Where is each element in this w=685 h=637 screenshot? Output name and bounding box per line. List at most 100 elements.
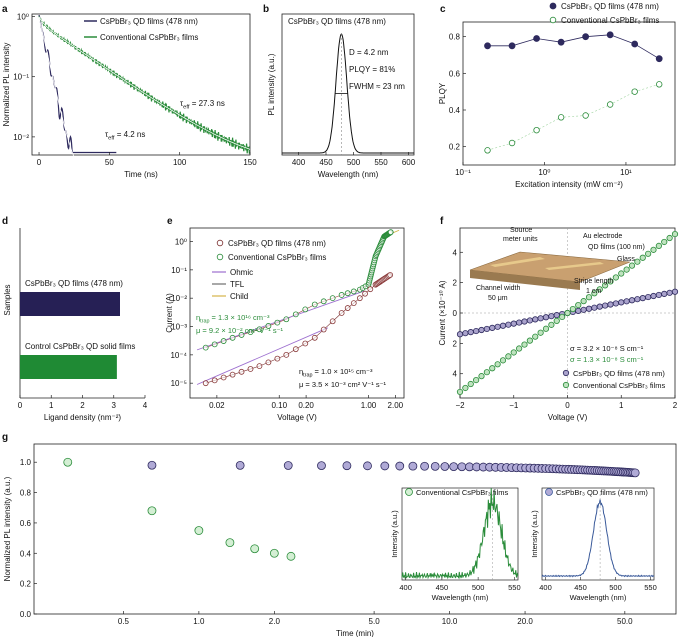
data-point bbox=[596, 286, 603, 293]
legend-label: Child bbox=[230, 292, 248, 301]
y-tick-label: 0.0 bbox=[20, 610, 32, 619]
data-point bbox=[478, 326, 485, 334]
x-tick-label: 3 bbox=[112, 401, 117, 410]
data-point bbox=[655, 242, 662, 250]
y-tick-label: 4 bbox=[453, 248, 458, 257]
data-point bbox=[521, 341, 528, 348]
data-point bbox=[526, 317, 533, 324]
data-point-qd bbox=[630, 468, 640, 478]
data-point bbox=[329, 318, 336, 325]
y-tick-label: 0.6 bbox=[20, 519, 32, 528]
inset-label: Channel width bbox=[476, 285, 520, 292]
bar-category-label: Control CsPbBr₃ QD solid films bbox=[25, 342, 135, 351]
data-point bbox=[521, 318, 528, 325]
inset-x-tick-label: 400 bbox=[399, 583, 412, 592]
data-point bbox=[338, 292, 345, 298]
inset-label: Au electrode bbox=[583, 233, 622, 240]
x-tick-label: 10⁰ bbox=[538, 168, 550, 177]
data-point bbox=[467, 380, 474, 388]
inset-legend-swatch bbox=[405, 488, 413, 496]
annotation-value: = 4.2 ns bbox=[114, 130, 145, 139]
data-point-qd bbox=[557, 38, 565, 46]
x-tick-label: 10¹ bbox=[620, 168, 632, 177]
data-point bbox=[618, 270, 625, 277]
data-point-qd bbox=[631, 40, 639, 48]
data-point bbox=[580, 306, 587, 313]
annotation-subscript: eff bbox=[108, 136, 115, 142]
x-axis-label: Wavelength (nm) bbox=[318, 170, 379, 179]
y-tick-label: 0.2 bbox=[449, 143, 461, 152]
annotation-mobility-conventional: μ = 9.2 × 10⁻² cm² V⁻¹ s⁻¹ bbox=[196, 326, 284, 335]
data-point-conventional bbox=[250, 544, 260, 554]
data-point bbox=[483, 369, 490, 376]
y-tick-label: 0.2 bbox=[20, 580, 32, 589]
legend-label: Conventional CsPbBr₃ films bbox=[228, 253, 326, 262]
y-tick-label: 10⁻⁵ bbox=[171, 379, 187, 388]
legend-swatch-qd bbox=[562, 369, 570, 377]
annotation-subscript: eff bbox=[183, 105, 190, 111]
inset-frame bbox=[541, 487, 655, 581]
annotation-sigma-conventional: σ = 1.3 × 10⁻⁸ S cm⁻¹ bbox=[570, 355, 644, 364]
data-point bbox=[338, 310, 345, 316]
annotation-symbol: τ bbox=[180, 99, 184, 108]
data-point bbox=[516, 319, 523, 326]
data-point bbox=[591, 304, 598, 311]
data-point bbox=[311, 301, 318, 308]
data-point bbox=[505, 353, 512, 360]
data-point bbox=[283, 351, 290, 358]
legend-swatch-qd bbox=[549, 2, 557, 10]
data-point bbox=[456, 388, 464, 396]
inset-label: Glass bbox=[617, 256, 635, 263]
data-point-qd bbox=[655, 55, 663, 63]
data-point bbox=[247, 366, 254, 372]
data-point bbox=[344, 290, 351, 297]
data-point-qd bbox=[363, 461, 372, 471]
data-point bbox=[320, 326, 327, 333]
data-point-qd bbox=[508, 42, 516, 50]
data-point bbox=[510, 320, 517, 327]
inset-title: Conventional CsPbBr₃ films bbox=[416, 488, 509, 497]
x-axis-label: Voltage (V) bbox=[277, 413, 317, 422]
series-conventional-line bbox=[487, 84, 660, 151]
y-tick-label: 10⁰ bbox=[17, 12, 29, 21]
annotation-mobility-qd: μ = 3.5 × 10⁻³ cm² V⁻¹ s⁻¹ bbox=[299, 380, 387, 389]
y-tick-label: 0 bbox=[453, 309, 458, 318]
data-point bbox=[387, 229, 394, 236]
annotation-value: = 27.3 ns bbox=[189, 99, 224, 108]
inset-y-axis-label: Intensity (a.u.) bbox=[390, 510, 399, 558]
x-tick-label: 50.0 bbox=[617, 617, 633, 626]
data-point bbox=[462, 384, 469, 392]
data-point bbox=[494, 361, 501, 368]
data-point bbox=[220, 374, 227, 381]
data-point bbox=[362, 290, 368, 297]
x-tick-label: −2 bbox=[455, 401, 465, 410]
x-tick-label: 0.5 bbox=[118, 617, 130, 626]
y-tick-label: 10⁰ bbox=[175, 238, 187, 247]
data-point-conventional bbox=[631, 88, 638, 95]
data-point bbox=[607, 301, 614, 308]
data-point bbox=[585, 305, 593, 312]
data-point bbox=[671, 230, 679, 238]
x-tick-label: 2 bbox=[673, 401, 678, 410]
data-point bbox=[537, 315, 544, 322]
data-point bbox=[473, 376, 480, 384]
bar bbox=[20, 355, 117, 379]
x-tick-label: 450 bbox=[319, 158, 333, 167]
x-axis-label: Voltage (V) bbox=[548, 413, 588, 422]
data-point-qd bbox=[449, 462, 459, 472]
data-point-conventional bbox=[63, 457, 73, 467]
legend-label: Ohmic bbox=[230, 268, 253, 277]
data-point-qd bbox=[317, 461, 326, 470]
y-tick-label: 4 bbox=[453, 370, 458, 379]
legend-label: CsPbBr₃ QD films (478 nm) bbox=[228, 239, 326, 248]
annotation-trap-qd: ηtrap = 1.0 × 10¹⁵ cm⁻³ bbox=[299, 367, 373, 379]
data-point bbox=[671, 288, 679, 295]
x-tick-label: 1.0 bbox=[193, 617, 205, 626]
y-axis-label: PLQY bbox=[438, 82, 447, 104]
annotation-plqy: PLQY = 81% bbox=[349, 65, 395, 74]
data-point bbox=[596, 303, 603, 310]
y-axis-label: Samples bbox=[3, 284, 12, 315]
y-tick-label: 0.4 bbox=[20, 549, 32, 558]
data-point bbox=[302, 340, 309, 347]
data-point-qd bbox=[582, 33, 590, 41]
